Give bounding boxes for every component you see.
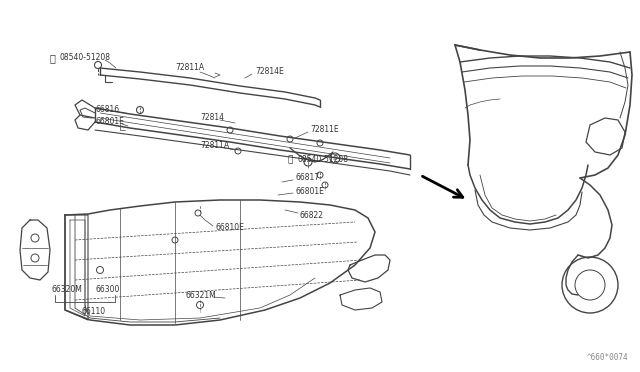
- Text: 72811A: 72811A: [175, 64, 204, 73]
- Text: 66300: 66300: [95, 285, 120, 295]
- Text: 72811E: 72811E: [310, 125, 339, 135]
- Text: Ⓢ: Ⓢ: [49, 53, 55, 63]
- Text: 66110: 66110: [82, 308, 106, 317]
- Text: 66816: 66816: [95, 106, 119, 115]
- Text: 72814: 72814: [200, 113, 224, 122]
- Text: 66817: 66817: [295, 173, 319, 183]
- Text: S: S: [333, 155, 337, 160]
- Text: 66810E: 66810E: [215, 224, 244, 232]
- Text: 08540-51208: 08540-51208: [60, 54, 111, 62]
- Text: 66801E: 66801E: [295, 186, 324, 196]
- Text: 72811A: 72811A: [200, 141, 229, 150]
- Text: ^660*0074: ^660*0074: [586, 353, 628, 362]
- Text: 08540-51208: 08540-51208: [298, 155, 349, 164]
- Text: 72814E: 72814E: [255, 67, 284, 77]
- Text: 66822: 66822: [300, 211, 324, 219]
- Text: 66801E: 66801E: [95, 118, 124, 126]
- Text: 66321M: 66321M: [185, 291, 216, 299]
- Text: 66320M: 66320M: [52, 285, 83, 295]
- Text: Ⓢ: Ⓢ: [287, 155, 292, 164]
